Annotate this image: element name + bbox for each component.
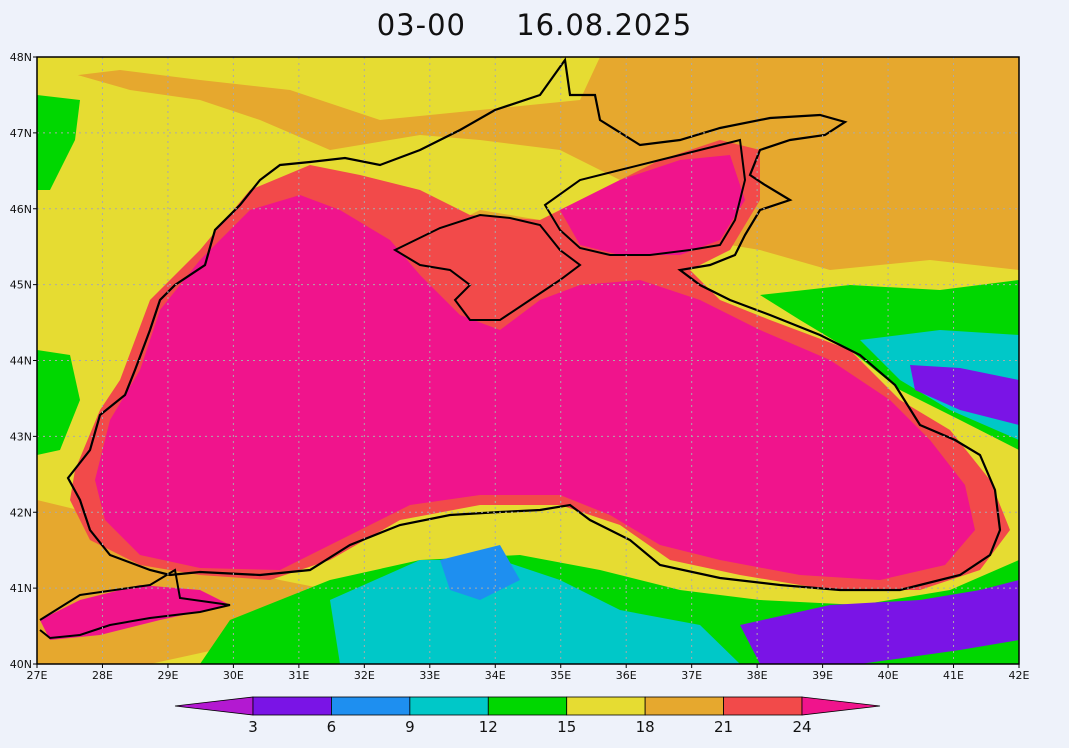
- lon-tick-label: 39E: [812, 669, 833, 682]
- colorbar-label: 6: [327, 718, 337, 736]
- black-sea-coastline: [66, 57, 1002, 592]
- colorbar-segment: [487, 696, 568, 716]
- colorbar-label: 18: [636, 718, 655, 736]
- lon-tick-label: 30E: [223, 669, 244, 682]
- lat-tick-label: 42N: [10, 506, 32, 519]
- colorbar-label: 21: [714, 718, 733, 736]
- lon-tick-label: 29E: [157, 669, 178, 682]
- colorbar-label: 24: [792, 718, 811, 736]
- green-patch-w: [37, 350, 80, 455]
- lon-tick-labels: 27E 28E 29E 30E 31E 32E 33E 34E 35E 36E 37E 38E 39E 4…: [27, 664, 1030, 682]
- lat-tick-label: 46N: [10, 203, 32, 216]
- colorbar-label: 12: [479, 718, 498, 736]
- lon-tick-label: 36E: [616, 669, 637, 682]
- land-cyan-south: [330, 560, 740, 664]
- lon-tick-label: 42E: [1009, 669, 1030, 682]
- land-yellow-north: [37, 57, 600, 120]
- lat-tick-label: 41N: [10, 582, 32, 595]
- sea-magenta-main: [95, 195, 975, 580]
- crimea-coastline: [392, 213, 582, 321]
- colorbar-segment: [409, 696, 489, 716]
- lon-tick-label: 31E: [288, 669, 309, 682]
- colorbar-segment: [644, 696, 724, 716]
- colorbar-max-arrow: [801, 696, 881, 716]
- lat-tick-label: 45N: [10, 279, 32, 292]
- title-date: 16.08.2025: [516, 8, 693, 42]
- lat-tick-labels: 40N 41N 42N 43N 44N 45N 46N 47N 48N: [10, 51, 37, 671]
- lat-tick-label: 43N: [10, 430, 32, 443]
- map-gridlines: [37, 57, 1019, 664]
- azov-sea-magenta: [560, 155, 745, 255]
- lon-tick-label: 28E: [92, 669, 113, 682]
- colorbar-label: 15: [557, 718, 576, 736]
- land-purple-east: [910, 365, 1019, 425]
- green-patch-nw: [37, 95, 80, 190]
- lon-tick-label: 34E: [485, 669, 506, 682]
- title-time: 03-00: [376, 8, 466, 42]
- lon-tick-label: 32E: [354, 669, 375, 682]
- colorbar-segment: [252, 696, 332, 716]
- lat-tick-label: 44N: [10, 355, 32, 368]
- colorbar-label: 9: [405, 718, 415, 736]
- azov-coastline: [543, 138, 747, 256]
- map-title: 03-00 16.08.2025: [0, 8, 1069, 42]
- colorbar-min-arrow: [174, 696, 254, 716]
- colorbar-segment: [723, 696, 803, 716]
- lon-tick-label: 33E: [419, 669, 440, 682]
- lon-tick-label: 35E: [550, 669, 571, 682]
- colorbar-segment: [566, 696, 646, 716]
- land-orange-north: [37, 57, 1019, 270]
- lon-tick-label: 37E: [681, 669, 702, 682]
- lon-tick-label: 27E: [27, 669, 48, 682]
- colorbar-segment: [331, 696, 411, 716]
- land-blue-patch: [440, 545, 520, 600]
- lon-tick-label: 41E: [943, 669, 964, 682]
- map-field: [37, 57, 1019, 664]
- colorbar-label: 3: [248, 718, 258, 736]
- lon-tick-label: 38E: [747, 669, 768, 682]
- lat-tick-label: 47N: [10, 127, 32, 140]
- lat-tick-label: 40N: [10, 658, 32, 671]
- marmara-coastline: [39, 568, 231, 640]
- colorbar: 3 6 9 12 15 18 21 24: [174, 696, 881, 736]
- lon-tick-label: 40E: [878, 669, 899, 682]
- lat-tick-label: 48N: [10, 51, 32, 64]
- land-purple-se: [740, 580, 1019, 664]
